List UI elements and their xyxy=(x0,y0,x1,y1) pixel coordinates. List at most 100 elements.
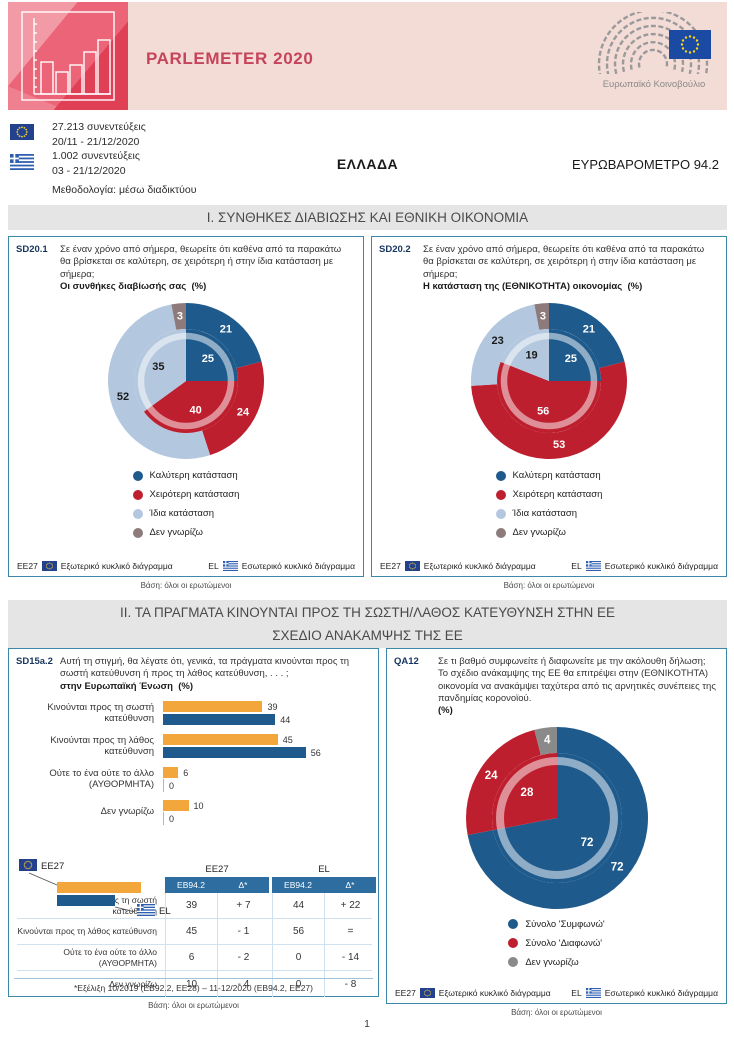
legend-label: Δεν γνωρίζω xyxy=(512,527,566,539)
question-code: SD15a.2 xyxy=(16,656,53,667)
ee27-label: EE27 xyxy=(380,561,401,571)
section-1-header: Ι. ΣΥΝΘΗΚΕΣ ΔΙΑΒΙΩΣΗΣ ΚΑΙ ΕΘΝΙΚΗ ΟΙΚΟΝΟΜ… xyxy=(8,205,727,230)
pie-value-label: 24 xyxy=(237,407,250,419)
table-cell: 39 xyxy=(165,893,217,919)
eu-interviews: 27.213 συνεντεύξεις xyxy=(52,121,146,133)
legend-sd20-1: Καλύτερη κατάσταση Χειρότερη κατάσταση Ίδι… xyxy=(132,470,240,538)
pie-value-label: 72 xyxy=(580,837,593,849)
legend-dot xyxy=(508,957,519,968)
pie-value-label: 21 xyxy=(220,324,232,336)
table-group-row: EE27 EL xyxy=(17,864,372,877)
legend-label: Χειρότερη κατάσταση xyxy=(149,489,240,501)
question-text: Σε έναν χρόνο από σήμερα, θεωρείτε ότι κ… xyxy=(423,244,705,280)
outer-slice-2 xyxy=(471,304,540,387)
bar-category-row: Κινούνται προς τη λάθος κατεύθυνση 45 56 xyxy=(11,734,378,759)
question-block: SD15a.2 Αυτή τη στιγμή, θα λέγατε ότι, γ… xyxy=(16,656,350,692)
legend-dot xyxy=(132,508,143,519)
pie-value-label: 28 xyxy=(520,787,533,799)
bar-rect xyxy=(163,734,278,746)
legend-item: Ίδια κατάσταση xyxy=(495,508,603,520)
ee27-label: EE27 xyxy=(17,561,38,571)
question-block: SD20.1 Σε έναν χρόνο από σήμερα, θεωρείτ… xyxy=(16,244,342,293)
table-cell: 56 xyxy=(272,919,324,945)
legend-dot xyxy=(508,919,519,930)
parlemeter-logo xyxy=(8,2,128,110)
bar-rect xyxy=(163,747,306,759)
panel-sd20-1: SD20.1 Σε έναν χρόνο από σήμερα, θεωρείτ… xyxy=(8,236,364,577)
bar-category-label: Ούτε το ένα ούτε το άλλο (ΑΥΘΟΡΜΗΤΑ) xyxy=(49,767,154,791)
outer-slice-1 xyxy=(465,729,541,835)
table-cell: - 8 xyxy=(324,971,376,998)
country-title: ΕΛΛΑΔΑ xyxy=(336,156,399,172)
survey-title: ΕΥΡΩΒΑΡΟΜΕΤΡΟ 94.2 xyxy=(572,157,719,172)
panel-qa12: QA12 Σε τι βαθμό συμφωνείτε ή διαφωνείτε… xyxy=(386,648,727,1004)
eu-flag-icon xyxy=(404,561,420,571)
bar-value-label: 10 xyxy=(193,800,204,811)
legend-dot xyxy=(495,508,506,519)
legend-dot xyxy=(495,470,506,481)
inner-slice-0 xyxy=(186,329,238,382)
legend-dot xyxy=(132,489,143,500)
legend-label: Ίδια κατάσταση xyxy=(512,508,578,520)
bar-value-label: 0 xyxy=(169,813,175,824)
panel-sd15a-2: SD15a.2 Αυτή τη στιγμή, θα λέγατε ότι, γ… xyxy=(8,648,379,998)
bar-EE27: 6 xyxy=(163,767,189,779)
table-cell: - 1 xyxy=(217,919,269,945)
question-code: SD20.2 xyxy=(379,244,411,255)
legend-item: Χειρότερη κατάσταση xyxy=(495,489,602,500)
table-row: Ούτε το ένα ούτε το άλλο (ΑΥΘΟΡΜΗΤΑ) 6- 2… xyxy=(17,945,372,972)
pie-value-label: 3 xyxy=(177,311,183,323)
bar-value-label: 0 xyxy=(169,780,175,791)
outer-slice-3 xyxy=(534,303,549,331)
hemicycle-icon xyxy=(597,9,711,79)
table-cell: 0 xyxy=(272,971,324,998)
base-caption: Βάση: όλοι οι ερωτώμενοι xyxy=(148,1001,239,1010)
legend-dot xyxy=(495,527,506,538)
bar-category-label: Δεν γνωρίζω xyxy=(100,806,154,818)
inner-slice-2 xyxy=(500,329,549,382)
table-cell: + 22 xyxy=(324,893,376,919)
question-code: QA12 xyxy=(394,656,419,667)
page-title: PARLEMETER 2020 xyxy=(146,49,314,68)
legend-item: Καλύτερη κατάσταση xyxy=(495,470,603,481)
eu-flag-icon xyxy=(10,124,34,140)
table-cell: = xyxy=(324,919,376,945)
legend-dot xyxy=(132,527,143,538)
svg-text:EE27: EE27 xyxy=(41,861,64,872)
table-header-row: EB94.2 Δ* EB94.2 Δ* xyxy=(17,877,376,894)
legend-item: Καλύτερη κατάσταση xyxy=(132,470,240,481)
column-header: EB94.2 xyxy=(272,877,324,894)
legend-sd20-2: Καλύτερη κατάσταση Χειρότερη κατάσταση Ίδι… xyxy=(495,470,603,539)
inner-ring-note: Εσωτερικό κυκλικό διάγραμμα xyxy=(604,561,718,571)
pie-value-label: 52 xyxy=(117,392,129,404)
base-caption: Βάση: όλοι οι ερωτώμενοι xyxy=(503,581,595,590)
page-number: 1 xyxy=(364,1019,370,1030)
outer-slice-0 xyxy=(186,303,262,369)
legend-item: Σύνολο 'Διαφωνώ' xyxy=(508,938,604,949)
table-cell: 44 xyxy=(272,893,324,919)
bar-EL: 0 xyxy=(163,779,188,793)
pie-value-label: 40 xyxy=(189,405,201,417)
pie-value-label: 4 xyxy=(544,734,551,746)
pie-svg: 21 53 23 3 25 56 19 xyxy=(471,303,627,460)
bar-category-label: Κινούνται προς τη σωστή κατεύθυνση xyxy=(47,701,154,725)
bar-EL: 0 xyxy=(163,812,204,826)
legend-label: Σύνολο 'Συμφωνώ' xyxy=(525,918,605,930)
question-subject: Η κατάσταση της (ΕΘΝΙΚΟΤΗΤΑ) οικονομίας xyxy=(423,281,623,293)
bar-value-label: 6 xyxy=(183,767,189,778)
bar-value-label: 45 xyxy=(282,734,293,745)
table-cell: 45 xyxy=(165,919,217,945)
row-label: Δεν γνωρίζω xyxy=(109,978,157,989)
bar-chart-icon xyxy=(21,11,115,101)
bar-category-row: Κινούνται προς τη σωστή κατεύθυνση 39 44 xyxy=(11,701,378,726)
bar-category-row: Δεν γνωρίζω 10 0 xyxy=(11,800,378,826)
pie-value-label: 24 xyxy=(484,770,497,782)
pie-chart-sd20-2: 21 53 23 3 25 56 19 xyxy=(372,296,726,466)
legend-item: Δεν γνωρίζω xyxy=(508,957,604,968)
legend-dot xyxy=(508,938,519,949)
question-subject: Οι συνθήκες διαβίωσής σας xyxy=(60,281,187,293)
greece-flag-icon xyxy=(137,904,155,916)
legend-label: Δεν γνωρίζω xyxy=(525,956,579,968)
pie-value-label: 72 xyxy=(610,861,623,873)
